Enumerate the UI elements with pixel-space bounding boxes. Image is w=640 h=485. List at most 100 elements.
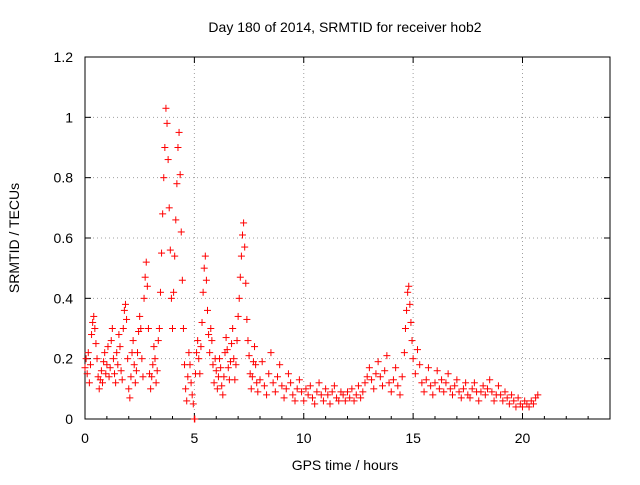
data-point: [328, 388, 336, 396]
data-point: [90, 312, 98, 320]
data-point: [154, 337, 162, 345]
data-point: [418, 379, 426, 387]
data-point: [453, 376, 461, 384]
data-point: [354, 382, 362, 390]
data-point: [173, 180, 181, 188]
data-point: [466, 394, 474, 402]
data-point: [201, 252, 209, 260]
data-point: [127, 373, 135, 381]
data-point: [208, 337, 216, 345]
data-point: [115, 331, 123, 339]
data-point: [230, 355, 238, 363]
data-point: [202, 276, 210, 284]
data-point: [481, 391, 489, 399]
data-point: [416, 361, 424, 369]
data-point: [233, 337, 241, 345]
data-point: [394, 382, 402, 390]
data-point: [134, 349, 141, 357]
data-point: [132, 367, 140, 375]
data-point: [193, 349, 201, 357]
data-point: [477, 388, 485, 396]
data-point: [440, 388, 448, 396]
data-point: [322, 385, 330, 393]
data-point: [234, 312, 242, 320]
data-point: [200, 264, 208, 272]
data-point: [409, 355, 417, 363]
data-points: [81, 104, 542, 423]
data-point: [207, 325, 215, 332]
data-point: [251, 343, 259, 351]
data-point: [433, 367, 441, 375]
data-point: [131, 379, 139, 387]
data-point: [403, 306, 411, 314]
data-point: [172, 216, 180, 224]
data-point: [278, 382, 286, 390]
data-point: [280, 394, 288, 402]
data-point: [170, 288, 178, 296]
data-point: [242, 279, 250, 287]
data-point: [519, 403, 526, 411]
data-point: [389, 376, 397, 384]
data-point: [359, 388, 367, 396]
data-point: [114, 361, 122, 369]
x-tick-label: 0: [81, 430, 89, 446]
data-point: [470, 379, 478, 387]
data-point: [400, 349, 408, 357]
data-point: [444, 370, 452, 378]
data-point: [350, 397, 358, 405]
data-point: [217, 364, 225, 372]
data-point: [143, 282, 151, 290]
x-tick-label: 10: [296, 430, 312, 446]
data-point: [370, 385, 378, 393]
data-point: [213, 385, 221, 393]
data-point: [183, 397, 191, 405]
data-point: [293, 385, 301, 393]
data-point: [490, 397, 498, 405]
data-point: [95, 385, 103, 393]
data-point: [346, 394, 354, 402]
data-point: [140, 294, 148, 302]
data-point: [284, 370, 292, 378]
data-point: [239, 231, 246, 239]
data-point: [179, 325, 187, 332]
data-point: [136, 312, 144, 320]
data-point: [335, 397, 343, 405]
data-point: [159, 210, 167, 218]
data-point: [91, 325, 99, 332]
data-point: [226, 358, 234, 366]
data-point: [89, 318, 97, 326]
data-point: [363, 373, 371, 381]
data-point: [116, 343, 124, 351]
data-point: [302, 385, 310, 393]
data-point: [205, 331, 213, 339]
y-tick-label: 0.4: [54, 290, 74, 306]
data-point: [100, 358, 108, 366]
data-point: [276, 361, 284, 369]
data-point: [85, 379, 93, 387]
data-point: [176, 171, 184, 179]
data-point: [178, 276, 186, 284]
data-point: [379, 382, 386, 390]
data-point: [150, 343, 158, 351]
data-point: [209, 361, 217, 369]
data-point: [223, 346, 231, 354]
data-point: [525, 403, 533, 411]
data-point: [408, 337, 416, 345]
data-point: [130, 361, 138, 369]
data-point: [309, 394, 316, 402]
data-point: [405, 282, 413, 290]
data-point: [422, 376, 430, 384]
data-point: [376, 373, 384, 381]
data-point: [244, 337, 252, 345]
data-point: [231, 376, 239, 384]
data-point: [224, 364, 232, 372]
data-point: [449, 391, 456, 399]
data-point: [438, 376, 446, 384]
data-point: [120, 306, 128, 314]
data-point: [398, 373, 406, 381]
data-point: [229, 325, 237, 332]
data-point: [341, 397, 349, 405]
data-point: [319, 397, 327, 405]
data-point: [240, 219, 248, 227]
data-point: [237, 252, 245, 260]
